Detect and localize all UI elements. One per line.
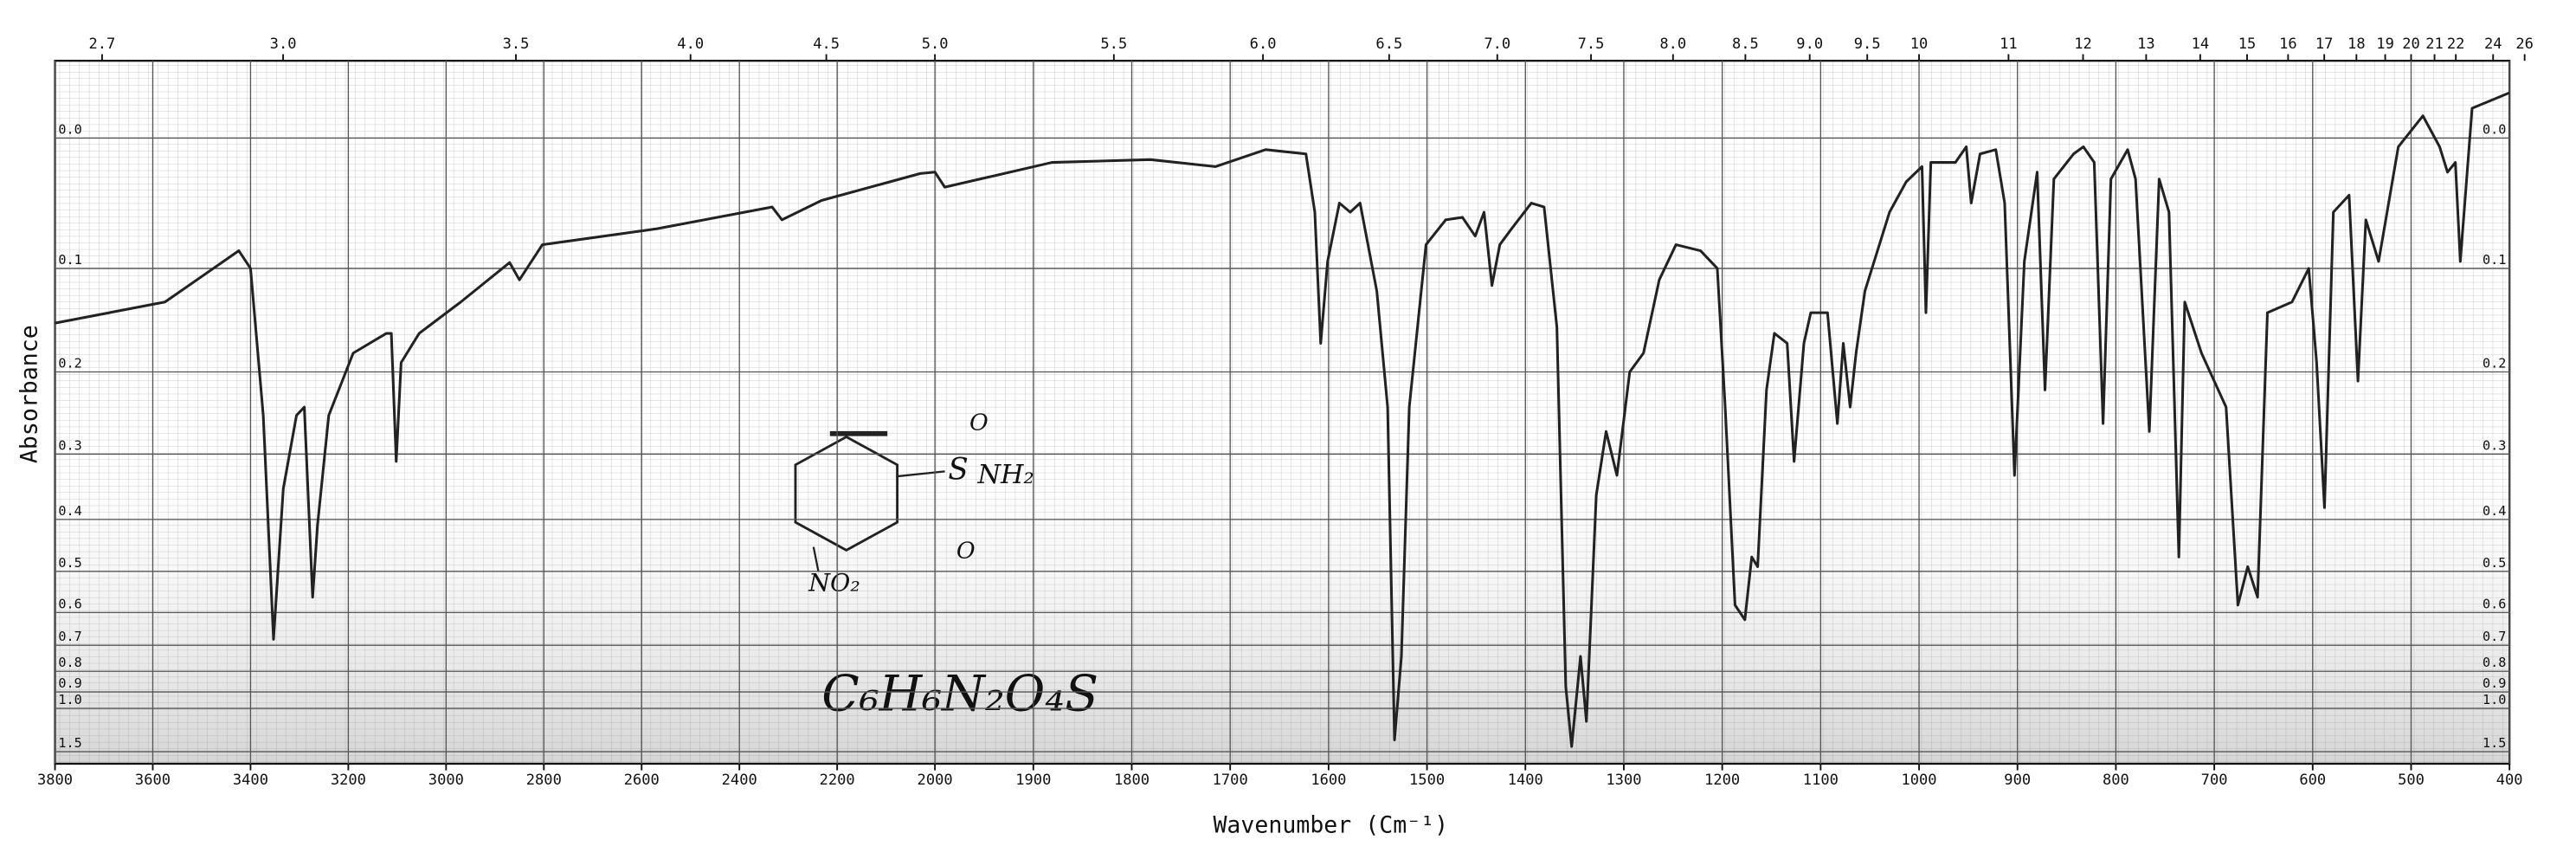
x-tick-label: 1300 bbox=[1606, 772, 1641, 789]
x-tick-label: 2400 bbox=[722, 772, 757, 789]
x-tick-label: 1200 bbox=[1704, 772, 1740, 789]
x2-tick-label: 20 bbox=[2402, 36, 2420, 53]
y-tick-label: 1.0 bbox=[58, 692, 81, 707]
x2-tick-label: 8.0 bbox=[1659, 36, 1686, 53]
x-tick-label: 1600 bbox=[1311, 772, 1346, 789]
y-tick-label: 0.6 bbox=[2483, 596, 2506, 611]
y-tick-label: 0.9 bbox=[58, 675, 81, 691]
y-tick-label: 1.0 bbox=[2483, 692, 2506, 707]
x-tick-label: 1800 bbox=[1114, 772, 1150, 789]
y-tick-label: 0.5 bbox=[2483, 555, 2506, 571]
x2-tick-label: 19 bbox=[2376, 36, 2394, 53]
x-tick-label: 2200 bbox=[820, 772, 855, 789]
structure-label: NO₂ bbox=[808, 569, 860, 597]
benzene-ring bbox=[794, 435, 898, 552]
x2-tick-label: 7.5 bbox=[1578, 36, 1605, 53]
x-tick-label: 2600 bbox=[624, 772, 660, 789]
x-tick-label: 700 bbox=[2201, 772, 2228, 789]
x2-tick-label: 6.0 bbox=[1250, 36, 1277, 53]
x2-tick-label: 24 bbox=[2484, 36, 2502, 53]
x2-tick-label: 17 bbox=[2315, 36, 2334, 53]
x2-tick-label: 21 bbox=[2425, 36, 2444, 53]
y-tick-label: 0.4 bbox=[2483, 503, 2506, 519]
x-tick-label: 1500 bbox=[1409, 772, 1445, 789]
ring-bond bbox=[812, 546, 820, 572]
x-tick-label: 2000 bbox=[918, 772, 953, 789]
x2-tick-label: 13 bbox=[2137, 36, 2155, 53]
y-tick-label: 0.9 bbox=[2483, 675, 2506, 691]
y-tick-label: 0.0 bbox=[2483, 121, 2506, 137]
x-tick-label: 1900 bbox=[1015, 772, 1051, 789]
ring-bond bbox=[897, 470, 945, 478]
x2-tick-label: 11 bbox=[2000, 36, 2018, 53]
y-tick-label: 0.4 bbox=[58, 503, 81, 519]
structure-label: O bbox=[956, 537, 976, 564]
y-tick-label: 0.5 bbox=[58, 555, 81, 571]
x-tick-label: 400 bbox=[2496, 772, 2523, 789]
x-tick-label: 3800 bbox=[37, 772, 73, 789]
structure: O S NH₂ O NO₂ bbox=[794, 409, 1034, 597]
x2-tick-label: 9.0 bbox=[1796, 36, 1823, 53]
x-tick-label: 3000 bbox=[428, 772, 464, 789]
x2-tick-label: 22 bbox=[2447, 36, 2465, 53]
x-tick-label: 3600 bbox=[135, 772, 171, 789]
y-tick-label: 0.6 bbox=[58, 596, 81, 611]
y-tick-label: 0.7 bbox=[58, 629, 81, 644]
x-tick-label: 1700 bbox=[1213, 772, 1248, 789]
x2-tick-label: 10 bbox=[1910, 36, 1929, 53]
y-tick-label: 0.3 bbox=[2483, 437, 2506, 453]
structure-label: NH₂ bbox=[977, 460, 1034, 490]
paper-shade bbox=[55, 410, 2510, 764]
x2-tick-label: 2.7 bbox=[89, 36, 116, 53]
x2-tick-label: 12 bbox=[2074, 36, 2092, 53]
y-tick-label: 0.2 bbox=[58, 356, 81, 371]
y-tick-label: 1.5 bbox=[58, 735, 81, 751]
x-tick-label: 1400 bbox=[1508, 772, 1543, 789]
y-tick-label: 0.8 bbox=[58, 655, 81, 670]
x2-tick-label: 6.5 bbox=[1375, 36, 1402, 53]
x-tick-label: 600 bbox=[2299, 772, 2326, 789]
x-tick-label: 800 bbox=[2103, 772, 2129, 789]
y-tick-label: 0.1 bbox=[58, 252, 81, 268]
x-tick-label: 2800 bbox=[526, 772, 562, 789]
x2-tick-label: 16 bbox=[2279, 36, 2297, 53]
x2-tick-label: 14 bbox=[2192, 36, 2210, 53]
structure-label: S bbox=[948, 452, 968, 487]
x-tick-label: 1100 bbox=[1803, 772, 1839, 789]
spectrum-line bbox=[55, 91, 2510, 748]
y-tick-label: 0.8 bbox=[2483, 655, 2506, 670]
x2-tick-label: 15 bbox=[2238, 36, 2257, 53]
y-tick-label: 0.0 bbox=[58, 121, 81, 137]
x2-tick-label: 4.5 bbox=[813, 36, 840, 53]
x2-tick-label: 7.0 bbox=[1484, 36, 1510, 53]
y-axis-label: Absorbance bbox=[16, 325, 43, 463]
y-tick-label: 0.3 bbox=[58, 437, 81, 453]
x2-tick-label: 3.5 bbox=[503, 36, 530, 53]
x-axis-label: Wavenumber (Cm⁻¹) bbox=[1213, 812, 1448, 839]
y-tick-label: 1.5 bbox=[2483, 735, 2506, 751]
x2-tick-label: 4.0 bbox=[677, 36, 704, 53]
x2-tick-label: 9.5 bbox=[1854, 36, 1881, 53]
x-tick-label: 500 bbox=[2398, 772, 2425, 789]
x-tick-label: 1000 bbox=[1901, 772, 1936, 789]
x-tick-label: 3400 bbox=[233, 772, 268, 789]
x2-tick-label: 3.0 bbox=[270, 36, 297, 53]
x2-tick-label: 18 bbox=[2347, 36, 2366, 53]
x2-tick-label: 5.5 bbox=[1100, 36, 1127, 53]
y-tick-label: 0.7 bbox=[2483, 629, 2506, 644]
x2-tick-label: 5.0 bbox=[922, 36, 949, 53]
y-tick-label: 0.1 bbox=[2483, 252, 2506, 268]
x-tick-label: 3200 bbox=[331, 772, 366, 789]
formula: C₆H₆N₂O₄S bbox=[821, 666, 1098, 723]
x2-tick-label: 8.5 bbox=[1732, 36, 1759, 53]
structure-label: O bbox=[969, 409, 989, 436]
x2-tick-label: 26 bbox=[2515, 36, 2534, 53]
x-tick-label: 900 bbox=[2004, 772, 2031, 789]
y-tick-label: 0.2 bbox=[2483, 356, 2506, 371]
